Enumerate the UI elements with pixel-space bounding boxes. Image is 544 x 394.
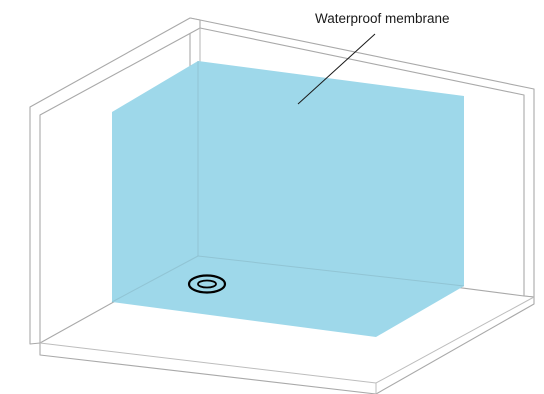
waterproof-membrane (112, 61, 464, 337)
label-leader-line (297, 33, 376, 105)
membrane-label: Waterproof membrane (315, 11, 450, 26)
membrane-floor-line-back (197, 255, 465, 287)
left-wall (29, 17, 201, 345)
membrane-floor-line-left (111, 255, 199, 303)
floor-drain-icon (187, 274, 227, 294)
